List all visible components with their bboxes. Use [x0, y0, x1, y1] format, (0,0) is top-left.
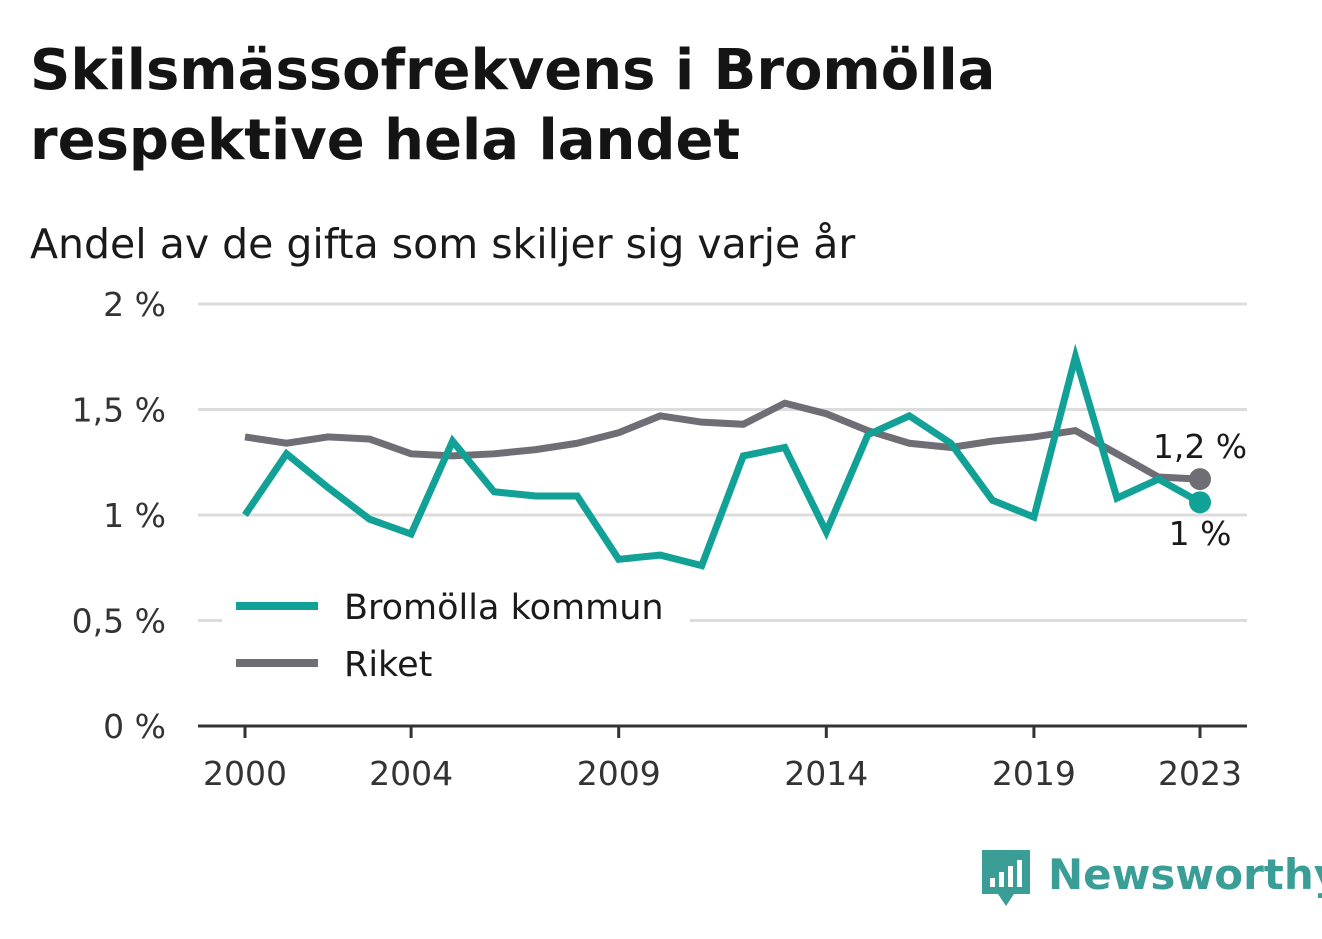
chart-title: Skilsmässofrekvens i Bromölla respektive…	[30, 38, 996, 173]
y-tick-label: 1 %	[103, 496, 166, 535]
x-axis-ticks: 2000 2004 2009 2014 2019 2023	[203, 726, 1242, 793]
y-tick-label: 2 %	[103, 285, 166, 324]
legend-background	[222, 578, 690, 698]
x-tick-label: 2019	[992, 754, 1076, 793]
series-line-riket	[244, 399, 1201, 483]
gridlines	[198, 302, 1247, 728]
legend-label-riket: Riket	[344, 645, 432, 685]
x-tick-label: 2000	[203, 754, 287, 793]
series-line-bromolla	[242, 343, 1202, 570]
legend-label-bromolla: Bromölla kommun	[344, 588, 664, 628]
end-labels: 1,2 % 1 %	[1153, 427, 1247, 553]
x-tick-label: 2014	[784, 754, 868, 793]
chart-subtitle: Andel av de gifta som skiljer sig varje …	[30, 220, 856, 268]
y-axis-ticks: 0 % 0,5 % 1 % 1,5 % 2 %	[72, 285, 166, 746]
brand-name: Newsworthy	[1048, 850, 1322, 899]
newsworthy-icon	[982, 850, 1030, 906]
end-label-riket: 1,2 %	[1153, 427, 1247, 466]
y-tick-label: 1,5 %	[72, 391, 166, 430]
legend: Bromölla kommun Riket	[222, 578, 690, 698]
end-label-bromolla: 1 %	[1169, 514, 1232, 553]
end-point-bromolla	[1189, 491, 1211, 514]
x-tick-label: 2004	[369, 754, 453, 793]
y-tick-label: 0 %	[103, 707, 166, 746]
series	[242, 343, 1211, 570]
x-tick-label: 2009	[577, 754, 661, 793]
y-tick-label: 0,5 %	[72, 602, 166, 641]
end-point-riket	[1189, 468, 1211, 491]
x-tick-label: 2023	[1158, 754, 1242, 793]
